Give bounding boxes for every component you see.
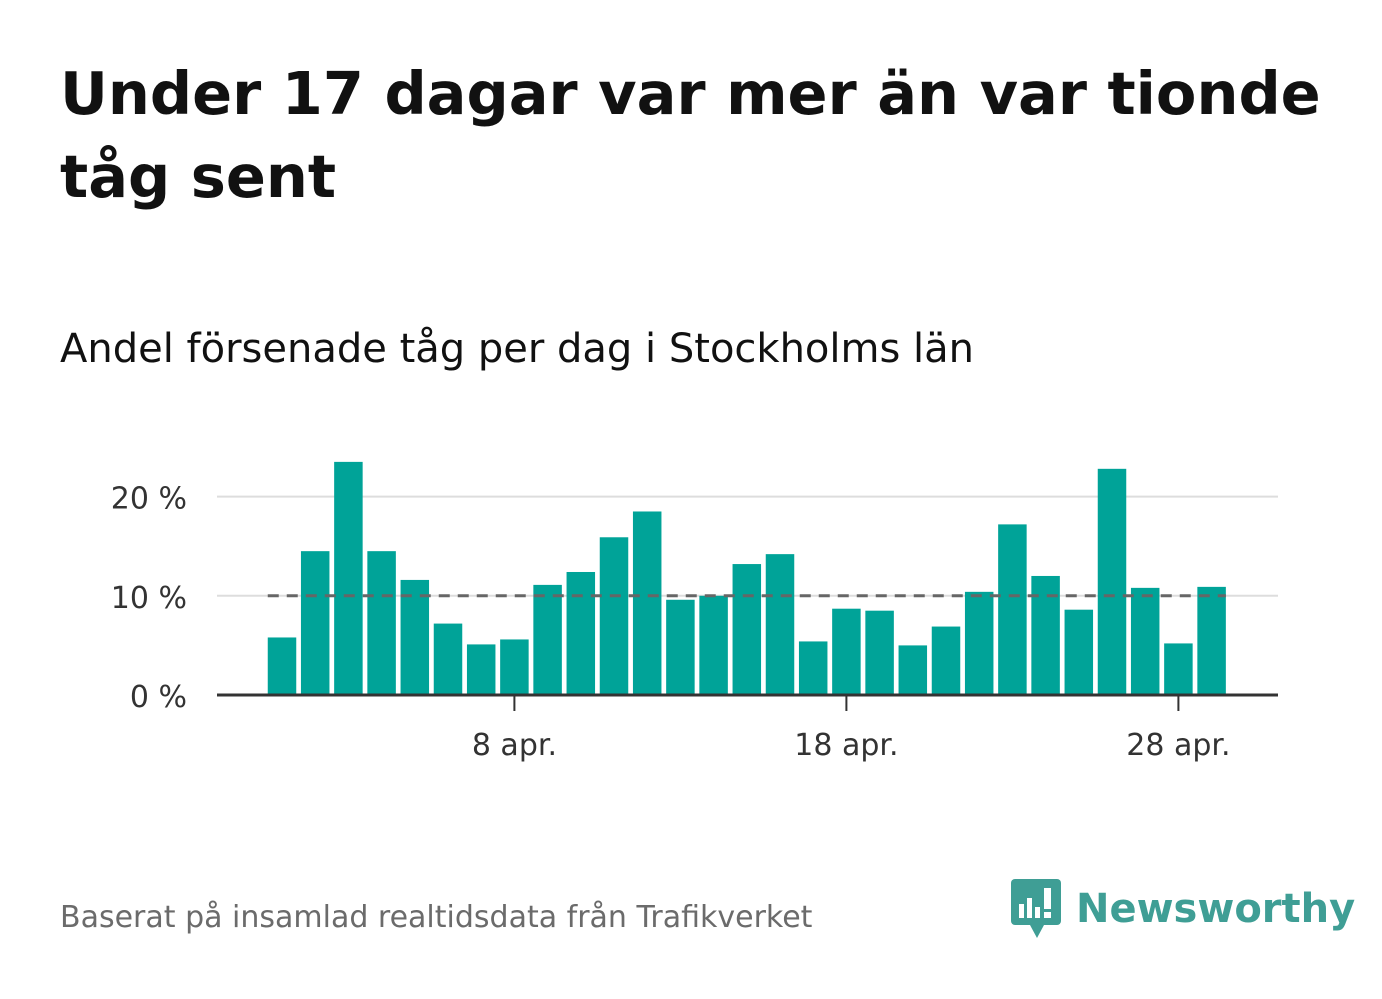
chart-title: Under 17 dagar var mer än var tionde tåg… — [60, 59, 1321, 211]
bar — [699, 595, 728, 695]
bar — [798, 641, 828, 695]
bar — [666, 599, 695, 695]
bar — [334, 461, 363, 695]
newsworthy-logo-icon — [1011, 879, 1061, 938]
bar — [765, 554, 795, 695]
brand-name: Newsworthy — [1076, 886, 1356, 932]
bar — [898, 645, 928, 695]
bar — [998, 524, 1027, 695]
bar — [832, 608, 861, 695]
bar — [1164, 643, 1193, 695]
bar — [300, 551, 330, 695]
y-tick-label: 0 % — [130, 680, 187, 715]
bar — [367, 551, 396, 695]
y-tick-label: 10 % — [111, 581, 187, 616]
x-tick-label: 18 apr. — [794, 728, 898, 763]
bar — [1031, 575, 1060, 695]
x-tick-label: 28 apr. — [1126, 728, 1230, 763]
bar — [466, 644, 496, 695]
bar — [433, 623, 463, 695]
bar — [1130, 587, 1160, 695]
tick-labels: 0 % 10 % 20 % 8 apr. 18 apr. 28 apr. — [111, 482, 1231, 763]
bar — [566, 571, 596, 695]
x-tick-label: 8 apr. — [472, 728, 557, 763]
bar — [500, 639, 529, 695]
bar — [931, 626, 961, 695]
bars — [267, 461, 1226, 695]
bar — [400, 579, 430, 695]
bar — [632, 511, 662, 695]
chart-subtitle: Andel försenade tåg per dag i Stockholms… — [60, 326, 975, 372]
bar — [964, 591, 994, 695]
newsworthy-logo[interactable]: Newsworthy — [1010, 876, 1355, 942]
bar — [865, 610, 894, 695]
axes — [217, 693, 1278, 711]
bar — [1197, 586, 1226, 695]
y-tick-label: 20 % — [111, 482, 187, 517]
bar-chart: 0 % 10 % 20 % 8 apr. 18 apr. 28 apr. — [111, 461, 1278, 763]
bar — [599, 537, 629, 695]
bar — [267, 637, 297, 695]
bar — [1097, 468, 1127, 695]
bar — [533, 584, 562, 695]
bar — [1064, 609, 1094, 695]
bar — [732, 564, 762, 695]
source-note: Baserat på insamlad realtidsdata från Tr… — [60, 900, 813, 935]
